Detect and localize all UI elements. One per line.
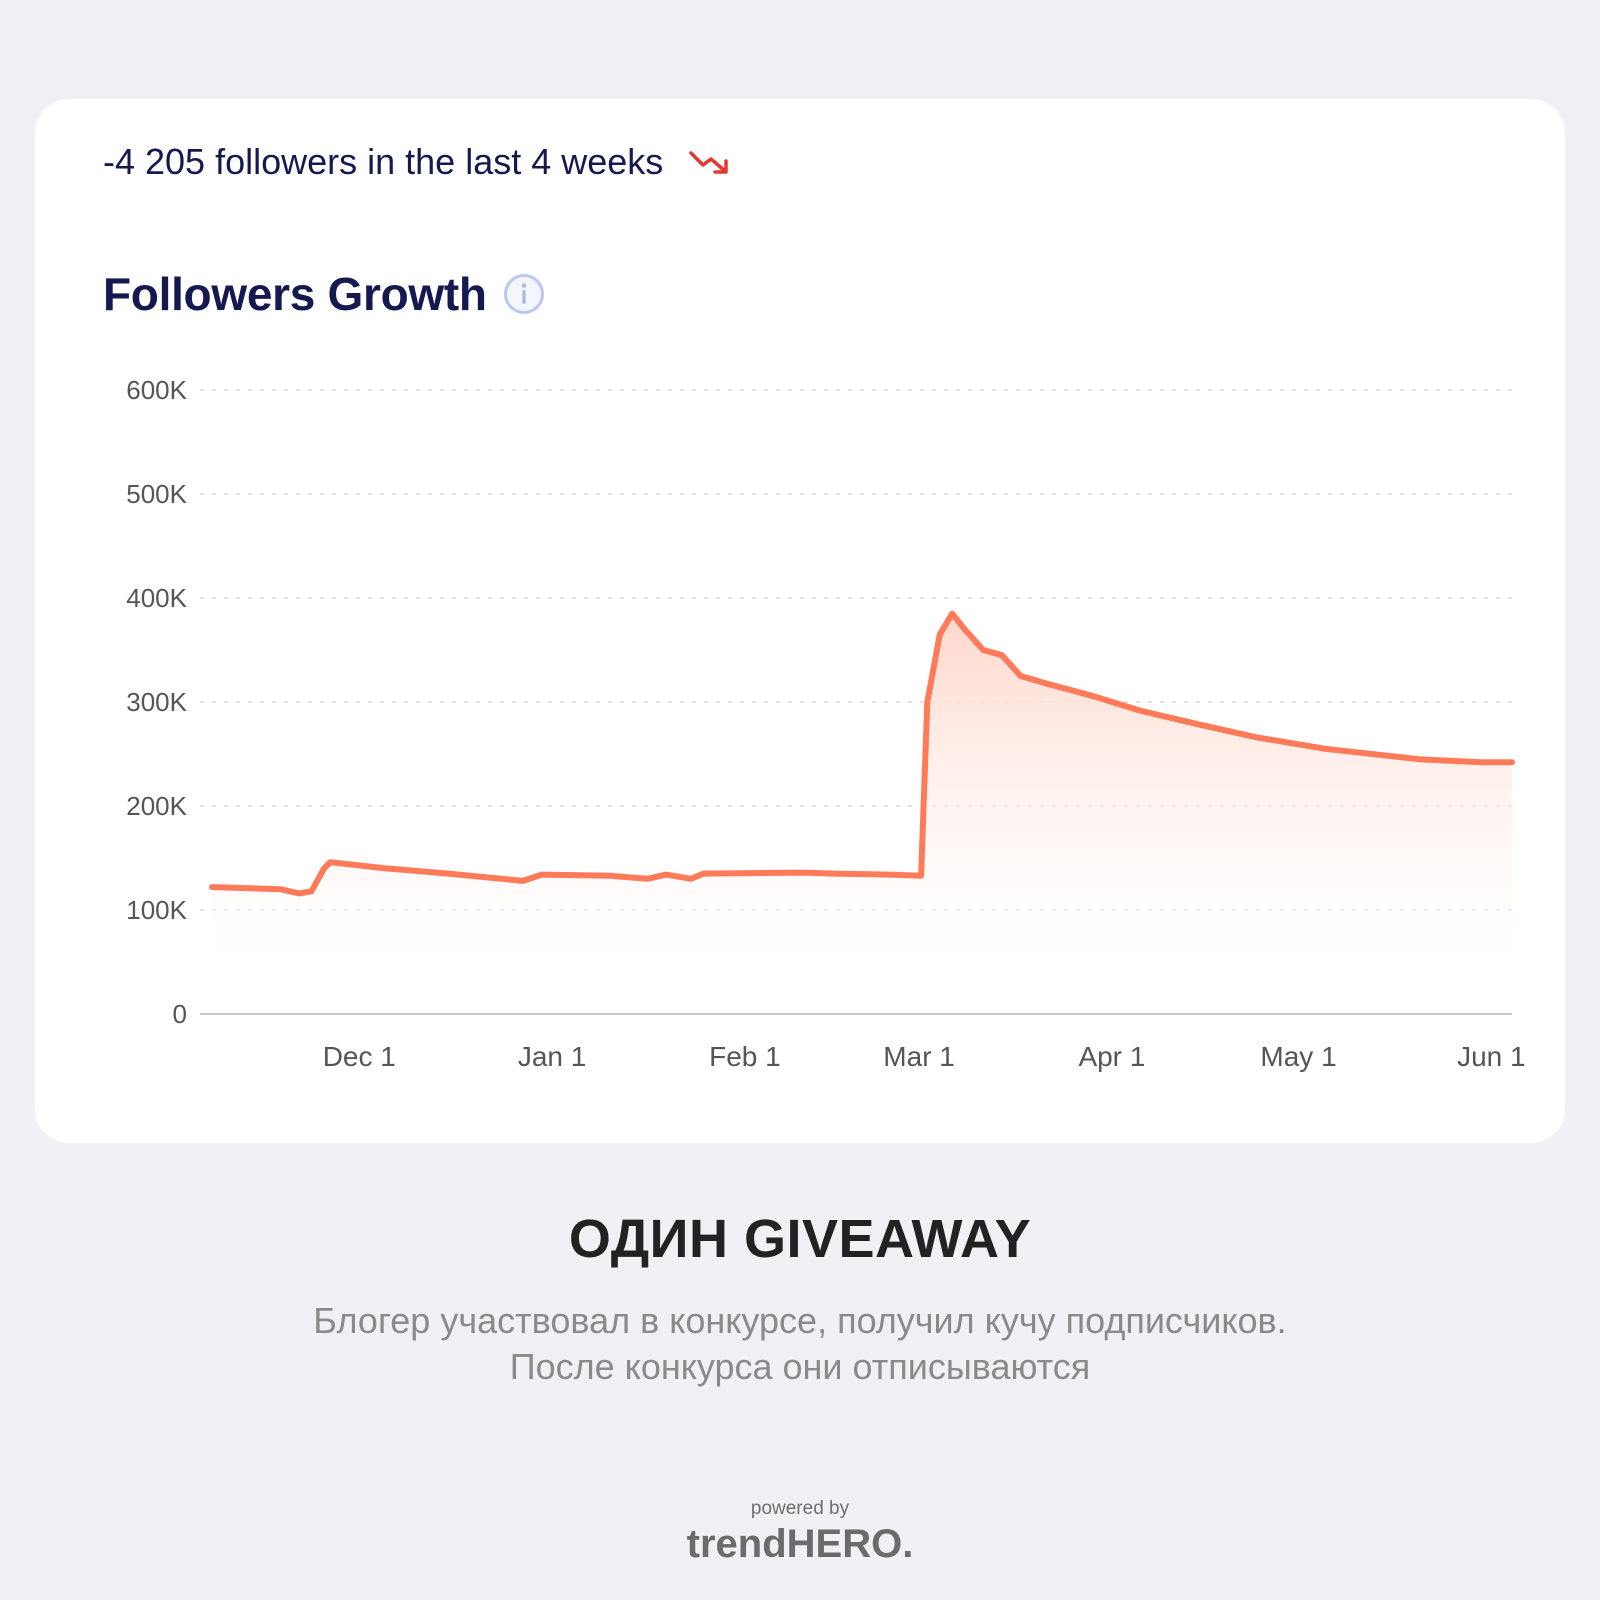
- brand-logo: trendHERO.: [686, 1522, 914, 1566]
- x-axis: Dec 1 Jan 1 Feb 1 Mar 1 Apr 1 May 1 Jun 1: [323, 1041, 1526, 1072]
- y-tick-label: 100K: [126, 895, 187, 925]
- y-tick-label: 300K: [126, 687, 187, 717]
- series-line: [209, 610, 1515, 897]
- x-tick-label: Mar 1: [883, 1041, 955, 1072]
- series-area: [212, 613, 1512, 968]
- x-tick-label: Jan 1: [518, 1041, 587, 1072]
- y-tick-label: 500K: [126, 479, 187, 509]
- footer-description: Блогер участвовал в конкурсе, получил ку…: [313, 1300, 1287, 1387]
- x-tick-label: Feb 1: [709, 1041, 781, 1072]
- trend-down-icon: [689, 151, 729, 174]
- followers-summary: -4 205 followers in the last 4 weeks: [103, 141, 731, 183]
- powered-by-label: powered by: [750, 1498, 850, 1519]
- y-tick-label: 0: [173, 999, 187, 1029]
- x-tick-label: May 1: [1260, 1041, 1336, 1072]
- y-tick-label: 400K: [126, 583, 187, 613]
- info-icon[interactable]: [503, 273, 545, 315]
- followers-card: -4 205 followers in the last 4 weeks Fol…: [35, 99, 1565, 1143]
- chart-title-text: Followers Growth: [103, 268, 487, 320]
- x-tick-label: Jun 1: [1457, 1041, 1526, 1072]
- footer-title: ОДИН GIVEAWAY: [568, 1209, 1032, 1269]
- y-tick-label: 200K: [126, 791, 187, 821]
- y-axis: 0 100K 200K 300K 400K 500K 600K: [126, 375, 187, 1029]
- x-tick-label: Apr 1: [1078, 1041, 1145, 1072]
- chart-title: Followers Growth: [103, 267, 545, 321]
- y-tick-label: 600K: [126, 375, 187, 405]
- followers-change-text: -4 205 followers in the last 4 weeks: [103, 141, 664, 182]
- x-tick-label: Dec 1: [323, 1041, 396, 1072]
